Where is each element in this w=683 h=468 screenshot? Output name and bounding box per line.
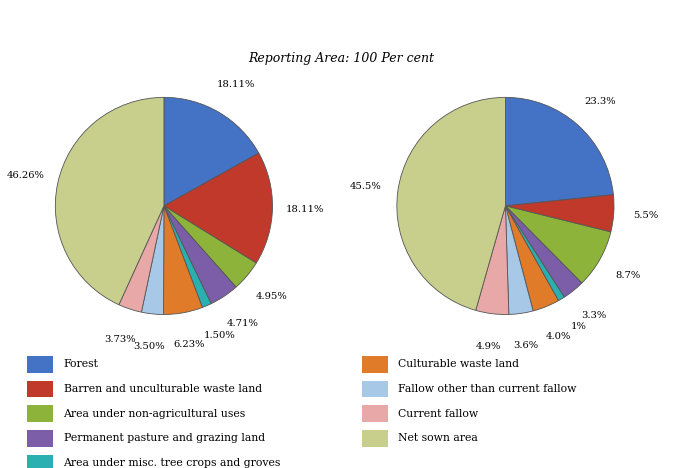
Text: Area under non-agricultural uses: Area under non-agricultural uses: [64, 409, 246, 419]
Bar: [27, 455, 53, 468]
Text: Area under misc. tree crops and groves: Area under misc. tree crops and groves: [64, 458, 281, 468]
Wedge shape: [164, 206, 256, 287]
Text: Net sown area: Net sown area: [398, 433, 478, 443]
Text: 5.5%: 5.5%: [634, 211, 659, 220]
Text: 4.95%: 4.95%: [256, 292, 288, 301]
Text: 46.26%: 46.26%: [7, 171, 45, 181]
Text: 3.6%: 3.6%: [513, 341, 538, 350]
Wedge shape: [141, 206, 164, 314]
Text: Culturable waste land: Culturable waste land: [398, 359, 519, 369]
Wedge shape: [55, 97, 164, 305]
Text: 3.50%: 3.50%: [133, 342, 165, 351]
Bar: [362, 356, 388, 373]
Bar: [27, 381, 53, 397]
Bar: [362, 381, 388, 397]
Text: 18.11%: 18.11%: [286, 205, 324, 214]
Text: 45.5%: 45.5%: [350, 182, 382, 191]
Wedge shape: [505, 97, 613, 206]
Text: 1%: 1%: [570, 322, 586, 331]
Bar: [362, 430, 388, 446]
Wedge shape: [164, 97, 259, 206]
Wedge shape: [163, 206, 202, 314]
Text: General land use categories–1960–61: General land use categories–1960–61: [23, 15, 312, 29]
Wedge shape: [119, 206, 164, 312]
Wedge shape: [164, 206, 236, 304]
Text: 3.73%: 3.73%: [104, 336, 135, 344]
Wedge shape: [164, 206, 211, 307]
Text: 4.9%: 4.9%: [475, 342, 501, 351]
Wedge shape: [164, 153, 273, 263]
Wedge shape: [476, 206, 509, 314]
Text: 1.50%: 1.50%: [204, 331, 236, 340]
Text: 18.11%: 18.11%: [217, 80, 255, 89]
Bar: [27, 405, 53, 422]
Wedge shape: [505, 206, 533, 314]
Wedge shape: [505, 206, 611, 283]
Bar: [27, 430, 53, 446]
Wedge shape: [505, 206, 564, 300]
Bar: [27, 356, 53, 373]
Bar: [362, 405, 388, 422]
Text: Fallow other than current fallow: Fallow other than current fallow: [398, 384, 576, 394]
Text: 6.23%: 6.23%: [173, 340, 205, 349]
Text: 4.71%: 4.71%: [226, 319, 258, 328]
Wedge shape: [505, 206, 559, 311]
Text: Permanent pasture and grazing land: Permanent pasture and grazing land: [64, 433, 264, 443]
Text: Barren and unculturable waste land: Barren and unculturable waste land: [64, 384, 262, 394]
Text: Reporting Area: 100 Per cent: Reporting Area: 100 Per cent: [249, 52, 434, 65]
Text: General land use categories–2014–15: General land use categories–2014–15: [346, 15, 637, 29]
Text: 4.0%: 4.0%: [546, 332, 571, 341]
Text: Current fallow: Current fallow: [398, 409, 478, 419]
Text: Forest: Forest: [64, 359, 98, 369]
Wedge shape: [505, 206, 582, 297]
Text: 8.7%: 8.7%: [615, 271, 641, 280]
Text: 23.3%: 23.3%: [584, 96, 615, 106]
Wedge shape: [505, 195, 614, 232]
Text: 3.3%: 3.3%: [581, 312, 607, 321]
Wedge shape: [397, 97, 505, 310]
